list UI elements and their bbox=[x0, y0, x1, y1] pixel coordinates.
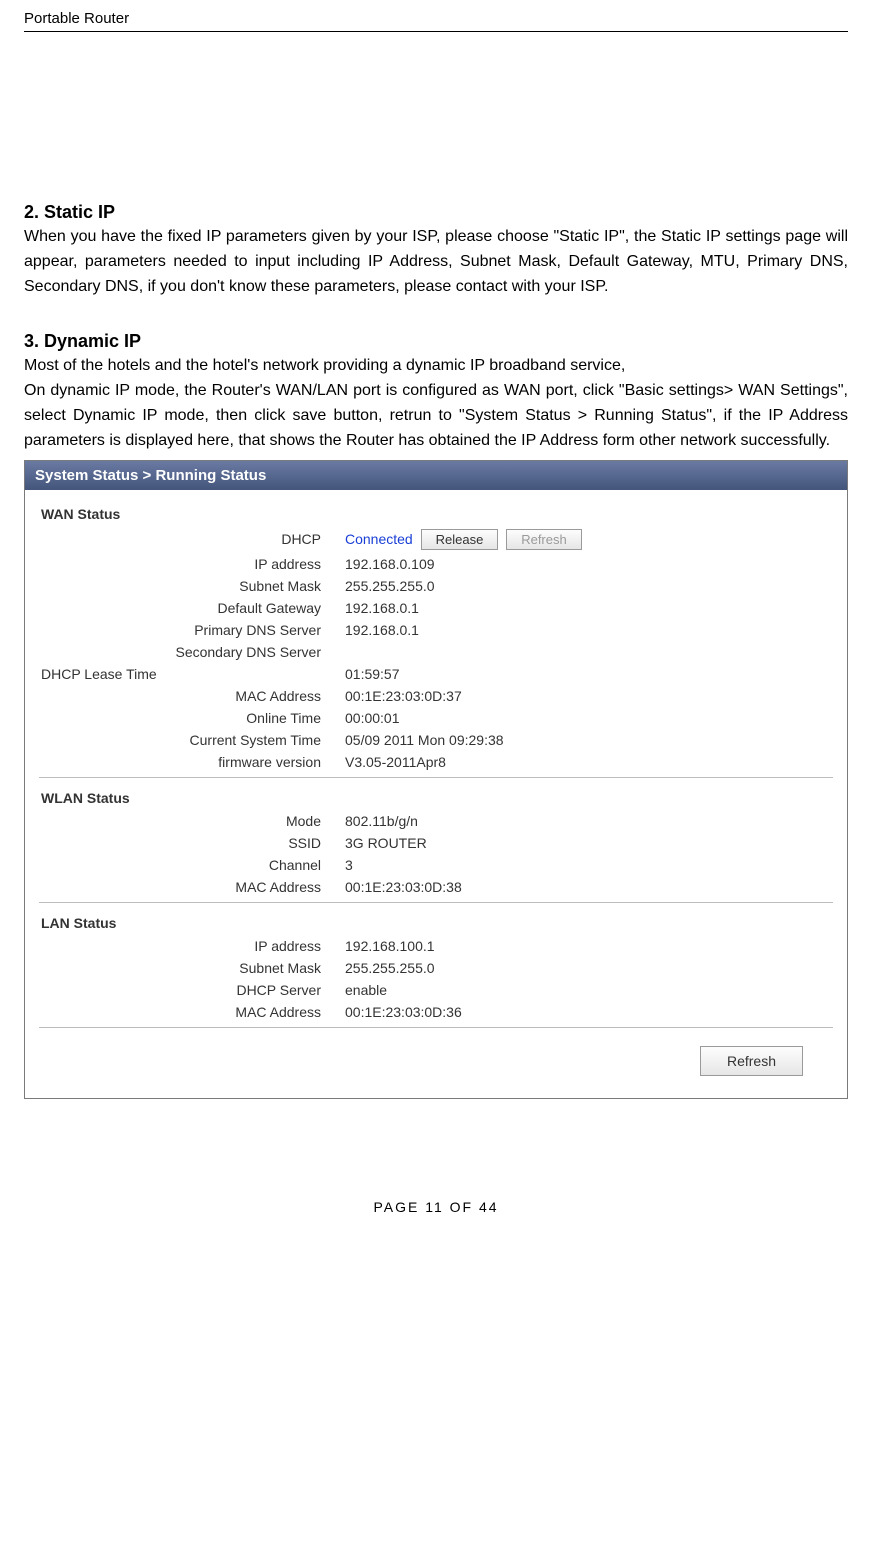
table-row: DHCP Connected Release Refresh bbox=[39, 526, 833, 553]
section-body-dynamic-ip-1: Most of the hotels and the hotel's netwo… bbox=[24, 354, 848, 379]
row-value bbox=[339, 641, 833, 663]
release-button[interactable]: Release bbox=[421, 529, 499, 550]
table-row: MAC Address00:1E:23:03:0D:36 bbox=[39, 1001, 833, 1023]
row-label: MAC Address bbox=[39, 1001, 339, 1023]
table-row: Channel3 bbox=[39, 854, 833, 876]
wan-status-table: DHCP Connected Release Refresh IP addres… bbox=[39, 526, 833, 773]
wlan-status-table: Mode802.11b/g/n SSID3G ROUTER Channel3 M… bbox=[39, 810, 833, 898]
lan-status-table: IP address192.168.100.1 Subnet Mask255.2… bbox=[39, 935, 833, 1023]
row-value: 192.168.0.1 bbox=[339, 597, 833, 619]
row-label: Mode bbox=[39, 810, 339, 832]
page-footer: PAGE 11 OF 44 bbox=[24, 1199, 848, 1215]
table-row: Primary DNS Server192.168.0.1 bbox=[39, 619, 833, 641]
row-value: 00:1E:23:03:0D:36 bbox=[339, 1001, 833, 1023]
row-label: Online Time bbox=[39, 707, 339, 729]
row-label: Default Gateway bbox=[39, 597, 339, 619]
refresh-button[interactable]: Refresh bbox=[700, 1046, 803, 1076]
row-value: 01:59:57 bbox=[339, 663, 833, 685]
table-row: DHCP Lease Time01:59:57 bbox=[39, 663, 833, 685]
table-row: Online Time00:00:01 bbox=[39, 707, 833, 729]
row-value: 192.168.0.109 bbox=[339, 553, 833, 575]
table-row: MAC Address00:1E:23:03:0D:37 bbox=[39, 685, 833, 707]
table-row: IP address192.168.0.109 bbox=[39, 553, 833, 575]
row-value: 00:1E:23:03:0D:38 bbox=[339, 876, 833, 898]
row-value: 00:00:01 bbox=[339, 707, 833, 729]
table-row: MAC Address00:1E:23:03:0D:38 bbox=[39, 876, 833, 898]
row-label: Subnet Mask bbox=[39, 575, 339, 597]
wlan-status-title: WLAN Status bbox=[39, 782, 833, 810]
row-value: 00:1E:23:03:0D:37 bbox=[339, 685, 833, 707]
row-label: Channel bbox=[39, 854, 339, 876]
table-row: Subnet Mask255.255.255.0 bbox=[39, 957, 833, 979]
row-label: MAC Address bbox=[39, 876, 339, 898]
row-value: 192.168.0.1 bbox=[339, 619, 833, 641]
row-label: IP address bbox=[39, 935, 339, 957]
router-ui-screenshot: System Status > Running Status WAN Statu… bbox=[24, 460, 848, 1099]
section-title-static-ip: 2. Static IP bbox=[24, 202, 848, 223]
row-value: 05/09 2011 Mon 09:29:38 bbox=[339, 729, 833, 751]
section-body-dynamic-ip-2: On dynamic IP mode, the Router's WAN/LAN… bbox=[24, 379, 848, 453]
row-value: 802.11b/g/n bbox=[339, 810, 833, 832]
header-rule bbox=[24, 31, 848, 32]
divider bbox=[39, 902, 833, 903]
row-label: MAC Address bbox=[39, 685, 339, 707]
row-value: enable bbox=[339, 979, 833, 1001]
table-row: Subnet Mask255.255.255.0 bbox=[39, 575, 833, 597]
wan-status-title: WAN Status bbox=[39, 498, 833, 526]
row-value: V3.05-2011Apr8 bbox=[339, 751, 833, 773]
row-label: Current System Time bbox=[39, 729, 339, 751]
wan-dhcp-value: Connected Release Refresh bbox=[339, 526, 833, 553]
row-value: 192.168.100.1 bbox=[339, 935, 833, 957]
row-label: firmware version bbox=[39, 751, 339, 773]
lan-status-title: LAN Status bbox=[39, 907, 833, 935]
row-label: Subnet Mask bbox=[39, 957, 339, 979]
breadcrumb: System Status > Running Status bbox=[25, 461, 847, 490]
table-row: DHCP Serverenable bbox=[39, 979, 833, 1001]
table-row: Default Gateway192.168.0.1 bbox=[39, 597, 833, 619]
row-label: Secondary DNS Server bbox=[39, 641, 339, 663]
table-row: Current System Time05/09 2011 Mon 09:29:… bbox=[39, 729, 833, 751]
row-label: Primary DNS Server bbox=[39, 619, 339, 641]
divider bbox=[39, 1027, 833, 1028]
table-row: firmware versionV3.05-2011Apr8 bbox=[39, 751, 833, 773]
row-label: DHCP Lease Time bbox=[39, 663, 339, 685]
table-row: Mode802.11b/g/n bbox=[39, 810, 833, 832]
table-row: Secondary DNS Server bbox=[39, 641, 833, 663]
row-value: 255.255.255.0 bbox=[339, 575, 833, 597]
divider bbox=[39, 777, 833, 778]
dhcp-status-text: Connected bbox=[345, 531, 413, 547]
section-title-dynamic-ip: 3. Dynamic IP bbox=[24, 331, 848, 352]
row-label: IP address bbox=[39, 553, 339, 575]
row-value: 255.255.255.0 bbox=[339, 957, 833, 979]
row-value: 3 bbox=[339, 854, 833, 876]
wan-dhcp-label: DHCP bbox=[39, 526, 339, 553]
row-label: DHCP Server bbox=[39, 979, 339, 1001]
table-row: IP address192.168.100.1 bbox=[39, 935, 833, 957]
refresh-button-small[interactable]: Refresh bbox=[506, 529, 582, 550]
running-head: Portable Router bbox=[24, 10, 848, 27]
section-body-static-ip: When you have the fixed IP parameters gi… bbox=[24, 225, 848, 299]
row-label: SSID bbox=[39, 832, 339, 854]
table-row: SSID3G ROUTER bbox=[39, 832, 833, 854]
row-value: 3G ROUTER bbox=[339, 832, 833, 854]
